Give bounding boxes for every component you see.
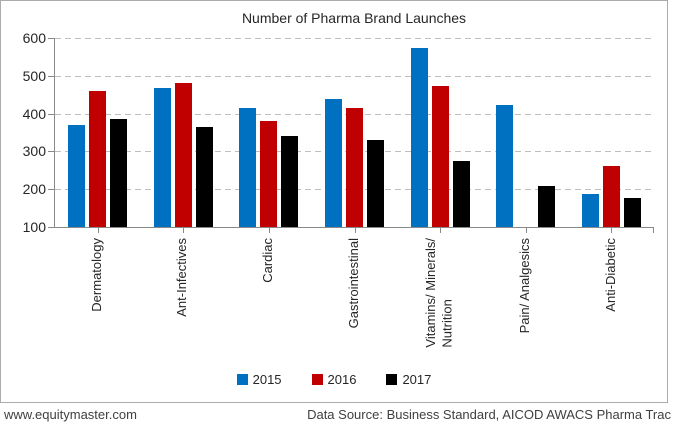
y-axis-tick (48, 151, 54, 153)
bar-group-2 (141, 38, 227, 233)
category-label-text: Vitamins/ Minerals/ Nutrition (423, 238, 455, 348)
y-axis-label-100: 100 (22, 219, 46, 235)
category-label-2: Ant-Infectives (140, 238, 226, 348)
y-axis-label-500: 500 (22, 67, 46, 84)
bar-group-1 (55, 38, 141, 233)
bar-2015 (153, 87, 171, 227)
legend-item-2017: 2017 (386, 372, 431, 387)
bar-2017 (623, 197, 641, 227)
legend-item-2015: 2015 (236, 372, 282, 387)
category-label-text: Cardiac (260, 238, 276, 283)
bar-2016 (346, 108, 364, 227)
footer-website-text: www.equitymaster.com (4, 407, 137, 422)
y-axis-tick (48, 38, 54, 39)
bar-2016 (260, 121, 278, 227)
x-axis-tick (525, 228, 527, 233)
bar-2015 (496, 105, 514, 227)
y-axis-label-300: 300 (22, 143, 46, 160)
x-axis-tick (183, 228, 185, 233)
bar-groups (55, 38, 654, 233)
category-label-text: Ant-Infectives (174, 238, 190, 317)
y-axis-label-200: 200 (22, 181, 46, 198)
footer: www.equitymaster.com Data Source: Busine… (0, 403, 675, 422)
category-label-3: Cardiac (225, 238, 311, 348)
bar-group-4 (312, 38, 398, 233)
bar-2016 (89, 90, 107, 227)
x-axis-tick (268, 228, 270, 233)
bar-2017 (452, 161, 470, 227)
category-label-text: Pain/ Analgesics (517, 238, 533, 334)
bar-group-7 (568, 38, 654, 233)
category-label-4: Gastrointestinal (311, 238, 397, 348)
legend-item-2016: 2016 (311, 372, 357, 387)
bar-group-6 (483, 38, 569, 233)
x-axis-tick (354, 228, 356, 233)
category-label-text: Gastrointestinal (345, 238, 361, 329)
bar-2016 (602, 165, 620, 227)
y-axis-label-400: 400 (22, 105, 46, 122)
chart-figure: Number of Pharma Brand Launches 600 500 40… (0, 0, 668, 403)
y-axis-label-600: 600 (22, 30, 46, 46)
bar-2015 (581, 194, 599, 227)
x-axis-tick (97, 228, 99, 233)
legend-label: 2015 (252, 372, 282, 387)
category-label-1: Dermatology (54, 238, 140, 348)
category-label-text: Dermatology (88, 238, 104, 312)
category-axis-labels: Dermatology Ant-Infectives Cardiac Gastroin… (54, 238, 654, 348)
y-axis-tick (48, 189, 54, 191)
bar-2017 (538, 185, 556, 227)
legend-swatch-icon (236, 374, 248, 385)
legend: 2015 2016 2017 (1, 372, 667, 387)
bar-2016 (174, 82, 192, 227)
x-axis-tick (440, 228, 442, 233)
bar-group-5 (397, 38, 483, 233)
x-axis-end-tick (653, 228, 654, 233)
category-label-6: Pain/ Analgesics (483, 238, 569, 348)
bar-2015 (239, 107, 257, 227)
plot-area: 600 500 400 300 200 100 (23, 30, 654, 235)
legend-label: 2016 (327, 372, 357, 387)
bar-group-3 (226, 38, 312, 233)
bar-2015 (325, 99, 343, 227)
chart-title: Number of Pharma Brand Launches (241, 10, 467, 26)
legend-label: 2017 (402, 372, 432, 387)
bar-2017 (195, 127, 213, 227)
bar-2017 (281, 136, 299, 227)
legend-swatch-icon (311, 374, 323, 385)
bar-2016 (431, 86, 449, 227)
legend-swatch-icon (386, 374, 398, 385)
category-label-text: Anti-Diabetic (603, 238, 619, 312)
bar-2017 (110, 118, 128, 227)
gridline-600 (55, 38, 654, 39)
y-axis-tick (48, 113, 54, 115)
category-label-7: Anti-Diabetic (568, 238, 654, 348)
category-label-5: Vitamins/ Minerals/ Nutrition (397, 238, 483, 348)
bar-2015 (410, 48, 428, 227)
footer-data-source-text: Data Source: Business Standard, AICOD AW… (307, 407, 671, 422)
bar-2017 (367, 140, 385, 227)
gridline-500 (55, 75, 654, 77)
y-axis-tick (48, 227, 54, 228)
bar-2015 (68, 124, 86, 227)
y-axis-tick (48, 75, 54, 77)
x-axis-tick (611, 228, 613, 233)
